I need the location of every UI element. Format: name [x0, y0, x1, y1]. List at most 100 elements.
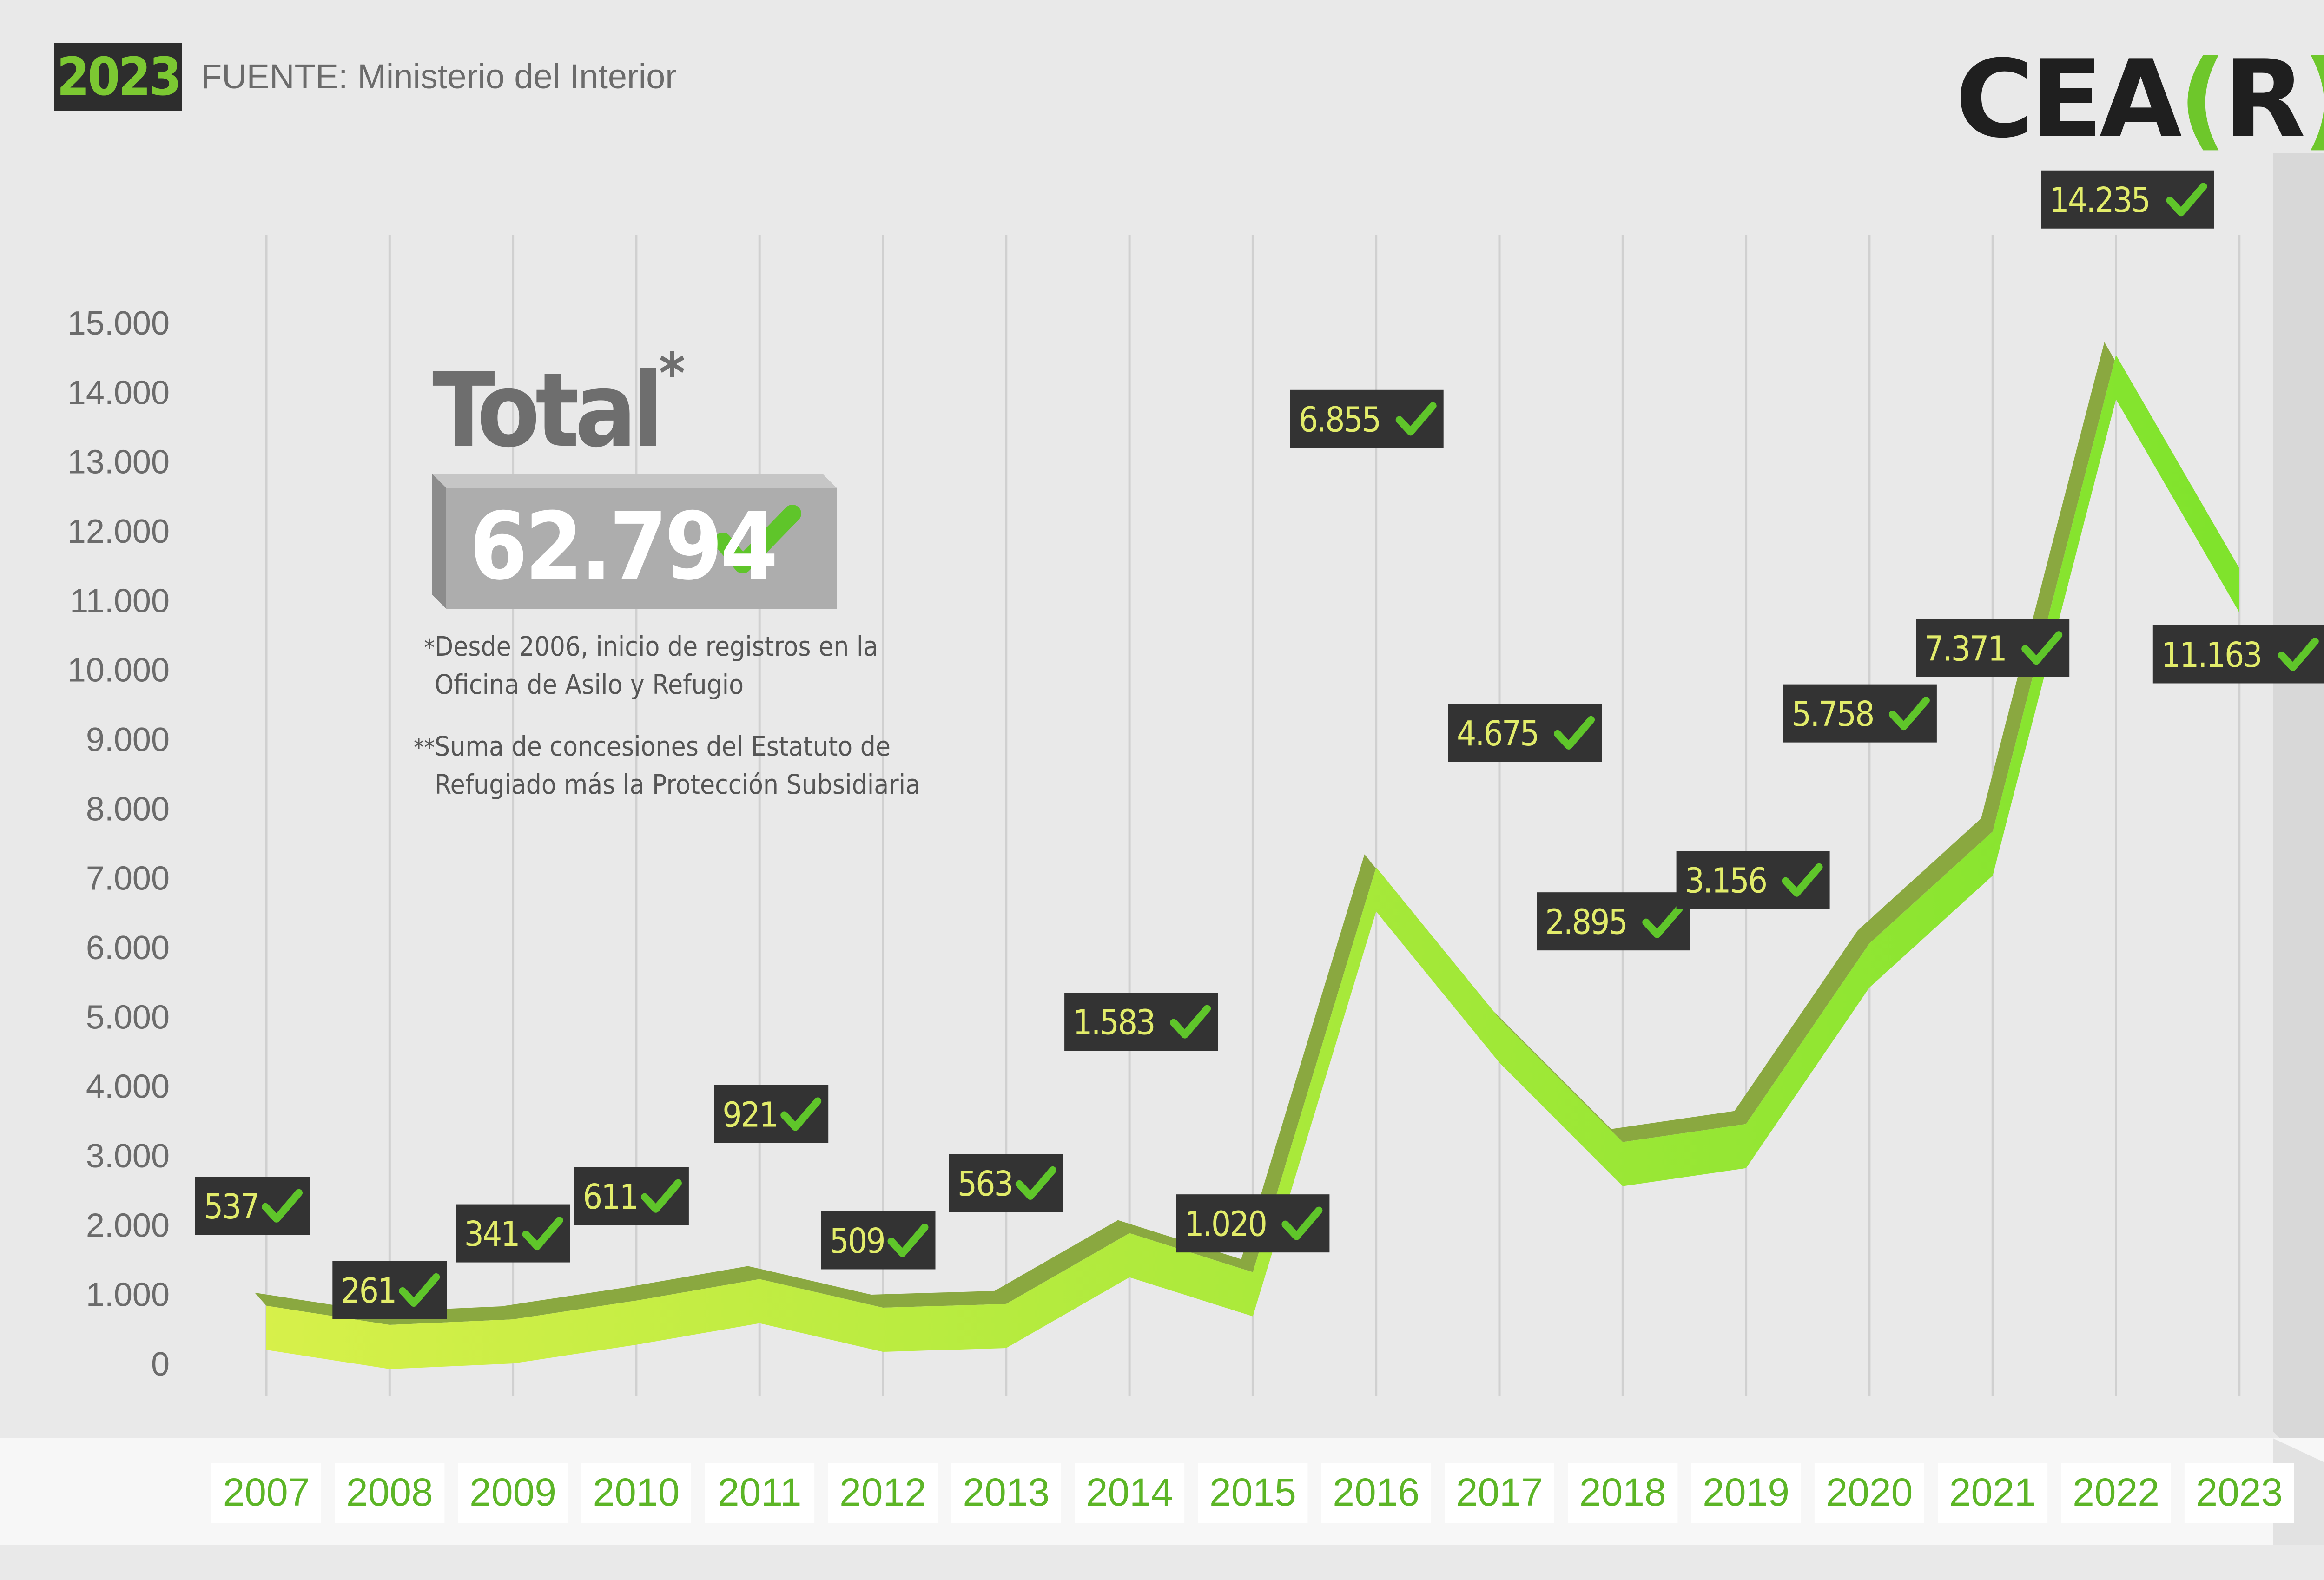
- y-tick-label: 6.000: [86, 929, 170, 967]
- y-tick-label: 13.000: [67, 444, 170, 481]
- total-label-text: Total: [432, 351, 664, 470]
- check-icon: [780, 1097, 822, 1131]
- footnote-1-mark: *: [424, 634, 435, 661]
- year-label: 2012: [839, 1470, 926, 1514]
- value-label: 1.583: [1073, 1003, 1155, 1043]
- value-label: 537: [204, 1187, 258, 1227]
- year-label: 2018: [1579, 1470, 1666, 1514]
- check-icon: [640, 1179, 682, 1213]
- year-label: 2023: [2196, 1470, 2283, 1514]
- footnote-2-mark: **: [414, 734, 435, 761]
- check-icon: [399, 1273, 440, 1307]
- check-icon: [1782, 863, 1823, 897]
- year-badge: 2023: [54, 43, 182, 111]
- year-label: 2020: [1826, 1470, 1913, 1514]
- year-label: 2010: [593, 1470, 680, 1514]
- year-label: 2013: [963, 1470, 1050, 1514]
- y-tick-label: 10.000: [67, 652, 170, 689]
- total-value: 62.794: [469, 493, 778, 601]
- footnote-1-text: Desde 2006, inicio de registros en la Of…: [435, 631, 878, 700]
- y-tick-label: 15.000: [67, 305, 170, 342]
- year-label: 2015: [1209, 1470, 1296, 1514]
- chart-side-wall: [2273, 153, 2324, 1484]
- year-label: 2021: [1949, 1470, 2036, 1514]
- year-label-bg: [1568, 1463, 1678, 1523]
- year-label-bg: [581, 1463, 691, 1523]
- year-label-bg: [458, 1463, 568, 1523]
- value-label: 341: [464, 1214, 519, 1254]
- year-label: 2017: [1456, 1470, 1543, 1514]
- check-icon: [1395, 402, 1437, 436]
- year-label-bg: [1814, 1463, 1924, 1523]
- total-label: Total*: [432, 342, 685, 470]
- check-icon: [1642, 904, 1684, 938]
- y-tick-label: 8.000: [86, 790, 170, 828]
- footnote-1: * Desde 2006, inicio de registros en la O…: [409, 627, 920, 706]
- year-label-bg: [2184, 1463, 2294, 1523]
- footnote-2: ** Suma de concesiones del Estatuto de Re…: [409, 727, 920, 806]
- year-label-bg: [828, 1463, 938, 1523]
- value-label: 4.675: [1457, 714, 1538, 754]
- total-box: [432, 474, 837, 609]
- cear-logo: CEA(R): [1955, 44, 2324, 156]
- year-label: 2011: [718, 1470, 802, 1514]
- value-label: 563: [957, 1164, 1012, 1204]
- logo-bracket-close: ): [2302, 38, 2324, 162]
- year-label: 2014: [1086, 1470, 1173, 1514]
- y-tick-label: 4.000: [86, 1068, 170, 1106]
- y-tick-label: 5.000: [86, 999, 170, 1036]
- y-tick-label: 12.000: [67, 513, 170, 550]
- check-icon: [262, 1189, 303, 1223]
- y-tick-label: 3.000: [86, 1138, 170, 1175]
- value-label-box: [2152, 625, 2324, 684]
- value-label-box: [2041, 170, 2214, 229]
- year-label: 2008: [346, 1470, 433, 1514]
- total-asterisk: *: [659, 342, 686, 406]
- y-tick-label: 14.000: [67, 374, 170, 411]
- logo-r: R: [2223, 38, 2306, 162]
- value-label: 261: [341, 1271, 396, 1311]
- year-label-bg: [2061, 1463, 2171, 1523]
- year-label-bg: [211, 1463, 321, 1523]
- value-label: 6.855: [1299, 400, 1380, 440]
- value-label: 509: [830, 1221, 885, 1261]
- year-label: 2009: [469, 1470, 556, 1514]
- source-text: FUENTE: Ministerio del Interior: [201, 57, 677, 96]
- y-tick-label: 11.000: [70, 582, 170, 619]
- year-label: 2022: [2073, 1470, 2159, 1514]
- year-label-bg: [951, 1463, 1061, 1523]
- year-label-bg: [705, 1463, 815, 1523]
- year-label: 2016: [1333, 1470, 1419, 1514]
- check-icon: [522, 1217, 563, 1251]
- check-icon: [1015, 1166, 1056, 1200]
- y-tick-label: 7.000: [86, 860, 170, 897]
- check-icon: [1170, 1005, 1211, 1039]
- value-label: 14.235: [2050, 180, 2150, 220]
- year-label: 2007: [223, 1470, 310, 1514]
- y-tick-label: 2.000: [86, 1207, 170, 1244]
- year-label-bg: [1445, 1463, 1554, 1523]
- year-label: 2019: [1703, 1470, 1789, 1514]
- value-label: 11.163: [2161, 635, 2261, 675]
- check-icon: [1888, 697, 1930, 731]
- check-icon: [2021, 631, 2063, 665]
- value-label: 3.156: [1685, 861, 1767, 901]
- check-icon: [1281, 1206, 1323, 1240]
- check-icon: [887, 1223, 929, 1257]
- year-label-bg: [1198, 1463, 1308, 1523]
- value-label: 5.758: [1792, 694, 1874, 734]
- y-tick-label: 1.000: [86, 1277, 170, 1314]
- footnote-2-text: Suma de concesiones del Estatuto de Refu…: [435, 731, 921, 800]
- y-tick-label: 0: [151, 1346, 170, 1383]
- check-icon: [2166, 183, 2207, 217]
- value-label: 2.895: [1545, 902, 1627, 942]
- check-icon: [1554, 716, 1595, 750]
- value-label: 611: [583, 1177, 638, 1217]
- logo-bracket-open: (: [2178, 38, 2227, 162]
- year-label-bg: [1321, 1463, 1431, 1523]
- total-check-icon: [714, 505, 801, 573]
- year-label-bg: [1075, 1463, 1185, 1523]
- value-label: 7.371: [1924, 629, 2006, 669]
